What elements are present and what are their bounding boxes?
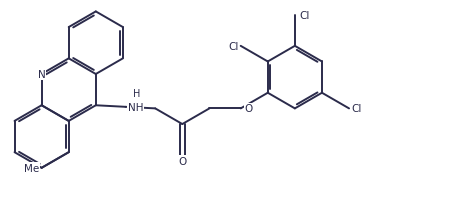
Text: O: O: [178, 156, 187, 166]
Text: Cl: Cl: [228, 42, 238, 52]
Text: NH: NH: [128, 102, 144, 112]
Text: Cl: Cl: [351, 104, 362, 114]
Text: H: H: [133, 89, 141, 98]
Text: Me: Me: [24, 163, 39, 173]
Text: O: O: [244, 104, 253, 114]
Text: N: N: [38, 70, 45, 80]
Text: Cl: Cl: [300, 11, 310, 20]
